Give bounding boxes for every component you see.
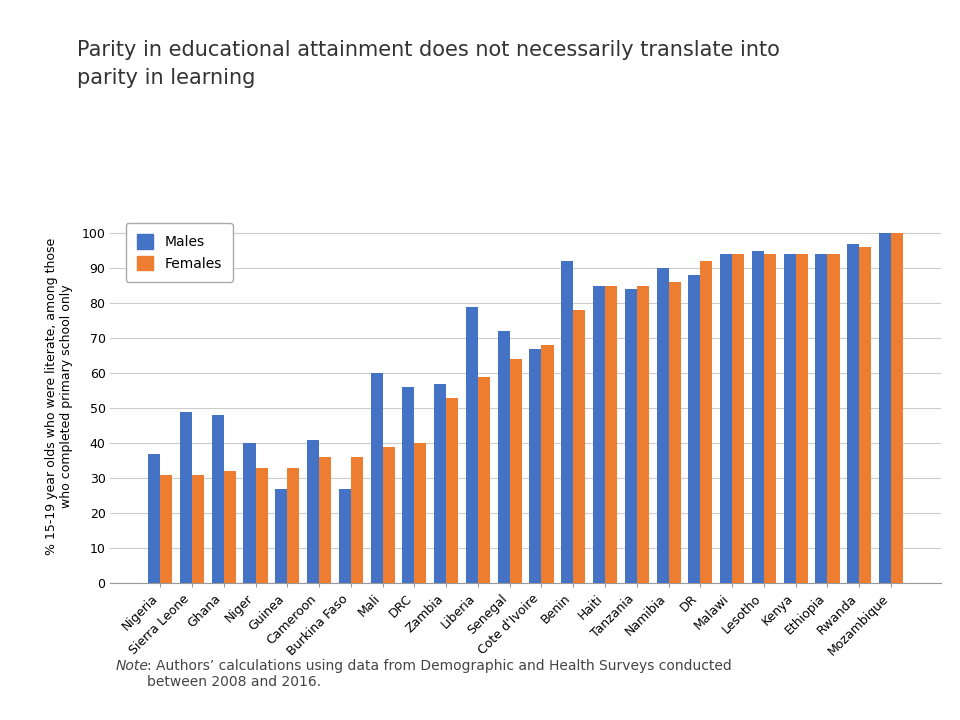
Bar xyxy=(287,468,300,583)
Bar xyxy=(796,254,807,583)
Text: Parity in educational attainment does not necessarily translate into: Parity in educational attainment does no… xyxy=(77,40,780,60)
Bar xyxy=(625,289,636,583)
Bar xyxy=(319,457,331,583)
Bar xyxy=(815,254,828,583)
Bar xyxy=(415,444,426,583)
Bar xyxy=(180,412,192,583)
Bar xyxy=(732,254,744,583)
Bar xyxy=(701,261,712,583)
Y-axis label: % 15-19 year olds who were literate, among those
who completed primary school on: % 15-19 year olds who were literate, amo… xyxy=(45,238,73,554)
Bar xyxy=(478,377,490,583)
Bar xyxy=(244,444,255,583)
Bar xyxy=(783,254,796,583)
Bar xyxy=(636,286,649,583)
Bar xyxy=(764,254,776,583)
Bar xyxy=(224,471,236,583)
Bar xyxy=(255,468,268,583)
Bar xyxy=(383,446,395,583)
Bar xyxy=(593,286,605,583)
Bar xyxy=(276,489,287,583)
Text: parity in learning: parity in learning xyxy=(77,68,255,89)
Bar xyxy=(192,474,204,583)
Bar xyxy=(847,244,859,583)
Text: : Authors’ calculations using data from Demographic and Health Surveys conducted: : Authors’ calculations using data from … xyxy=(147,659,732,689)
Bar xyxy=(402,387,415,583)
Bar xyxy=(752,251,764,583)
Bar xyxy=(148,454,160,583)
Bar xyxy=(497,331,510,583)
Bar xyxy=(605,286,617,583)
Bar xyxy=(466,307,478,583)
Bar xyxy=(371,373,383,583)
Bar xyxy=(510,359,522,583)
Bar xyxy=(541,346,554,583)
Text: Note: Note xyxy=(115,659,148,672)
Bar xyxy=(434,384,446,583)
Bar xyxy=(446,397,458,583)
Bar xyxy=(350,457,363,583)
Bar xyxy=(891,233,903,583)
Bar xyxy=(529,348,541,583)
Bar xyxy=(160,474,172,583)
Bar xyxy=(339,489,350,583)
Bar xyxy=(859,247,872,583)
Legend: Males, Females: Males, Females xyxy=(126,223,233,282)
Bar xyxy=(720,254,732,583)
Bar xyxy=(879,233,891,583)
Bar xyxy=(668,282,681,583)
Bar xyxy=(573,310,586,583)
Bar xyxy=(657,269,668,583)
Bar xyxy=(562,261,573,583)
Bar xyxy=(212,415,224,583)
Bar xyxy=(688,275,701,583)
Bar xyxy=(307,440,319,583)
Bar xyxy=(828,254,839,583)
